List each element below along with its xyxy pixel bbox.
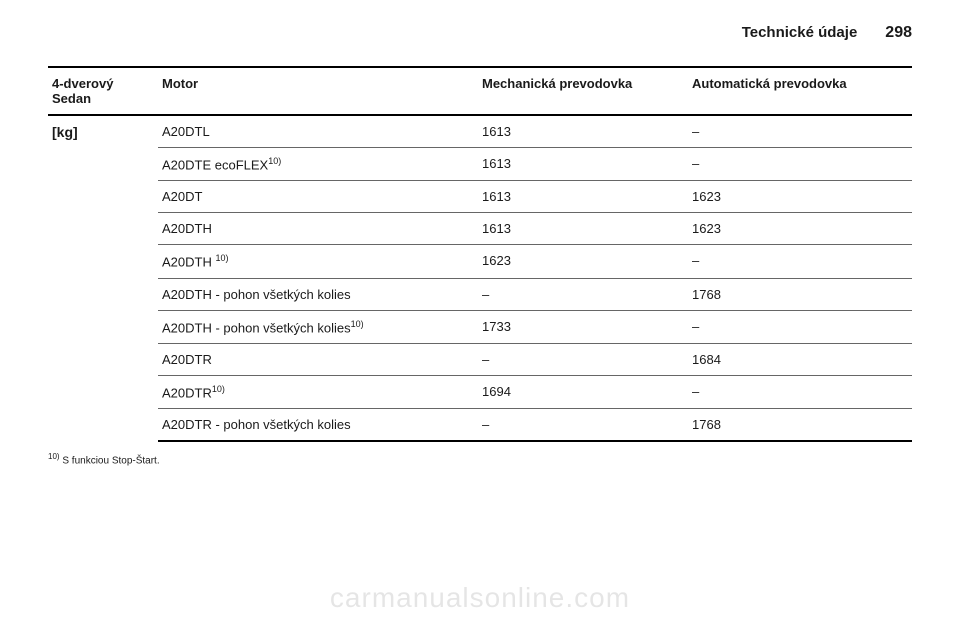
cell-auto: – <box>688 245 912 278</box>
footnote: 10) S funkciou Stop-Štart. <box>48 452 912 466</box>
col-header-mech: Mechanická prevodovka <box>478 67 688 115</box>
cell-mech: 1733 <box>478 310 688 343</box>
cell-mech: 1613 <box>478 213 688 245</box>
table-row: A20DTH 10)1623– <box>48 245 912 278</box>
cell-auto: 1623 <box>688 181 912 213</box>
col-header-motor: Motor <box>158 67 478 115</box>
cell-motor: A20DTH - pohon všetkých kolies <box>158 278 478 310</box>
table-row: [kg]A20DTL1613– <box>48 115 912 148</box>
cell-mech: 1613 <box>478 115 688 148</box>
cell-motor: A20DTL <box>158 115 478 148</box>
cell-mech: 1613 <box>478 148 688 181</box>
footnote-marker: 10) <box>48 452 60 461</box>
table-row: A20DTR–1684 <box>48 343 912 375</box>
table-row: A20DTH - pohon všetkých kolies–1768 <box>48 278 912 310</box>
table-header-row: 4-dverový Sedan Motor Mechanická prevodo… <box>48 67 912 115</box>
table-row: A20DT16131623 <box>48 181 912 213</box>
cell-auto: 1684 <box>688 343 912 375</box>
spec-table: 4-dverový Sedan Motor Mechanická prevodo… <box>48 66 912 442</box>
table-row: A20DTH - pohon všetkých kolies10)1733– <box>48 310 912 343</box>
cell-mech: – <box>478 278 688 310</box>
cell-motor: A20DTR - pohon všetkých kolies <box>158 409 478 442</box>
cell-mech: 1694 <box>478 375 688 408</box>
unit-label: [kg] <box>48 115 158 441</box>
cell-mech: – <box>478 343 688 375</box>
cell-auto: – <box>688 148 912 181</box>
superscript: 10) <box>268 156 281 166</box>
table-row: A20DTE ecoFLEX10)1613– <box>48 148 912 181</box>
cell-motor: A20DTH <box>158 213 478 245</box>
cell-auto: – <box>688 375 912 408</box>
superscript: 10) <box>215 253 228 263</box>
cell-auto: – <box>688 115 912 148</box>
cell-auto: 1768 <box>688 409 912 442</box>
table-row: A20DTR - pohon všetkých kolies–1768 <box>48 409 912 442</box>
cell-mech: 1623 <box>478 245 688 278</box>
cell-motor: A20DTR10) <box>158 375 478 408</box>
superscript: 10) <box>212 384 225 394</box>
cell-motor: A20DTH 10) <box>158 245 478 278</box>
table-row: A20DTR10)1694– <box>48 375 912 408</box>
footnote-text: S funkciou Stop-Štart. <box>62 456 159 467</box>
col-header-auto: Automatická prevodovka <box>688 67 912 115</box>
cell-motor: A20DTE ecoFLEX10) <box>158 148 478 181</box>
cell-auto: – <box>688 310 912 343</box>
page-header: Technické údaje 298 <box>48 24 912 42</box>
watermark: carmanualsonline.com <box>0 582 960 614</box>
cell-motor: A20DTH - pohon všetkých kolies10) <box>158 310 478 343</box>
cell-auto: 1768 <box>688 278 912 310</box>
table-row: A20DTH16131623 <box>48 213 912 245</box>
superscript: 10) <box>351 319 364 329</box>
page-number: 298 <box>885 24 912 42</box>
section-title: Technické údaje <box>742 24 858 41</box>
col-header-model: 4-dverový Sedan <box>48 67 158 115</box>
cell-auto: 1623 <box>688 213 912 245</box>
cell-mech: 1613 <box>478 181 688 213</box>
cell-motor: A20DT <box>158 181 478 213</box>
cell-mech: – <box>478 409 688 442</box>
cell-motor: A20DTR <box>158 343 478 375</box>
